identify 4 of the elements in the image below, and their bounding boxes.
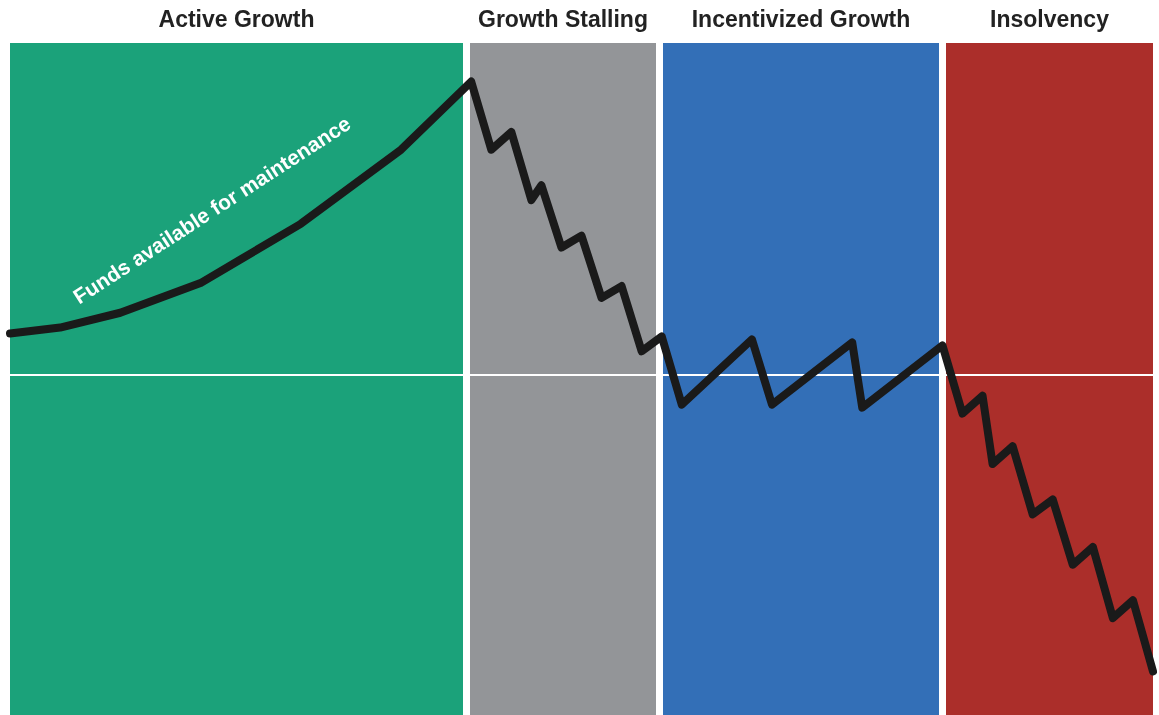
text: Active Growth xyxy=(158,6,315,32)
text: Incentivized Growth xyxy=(691,6,911,32)
text: Growth Stalling xyxy=(478,6,648,32)
text: Insolvency xyxy=(990,6,1109,32)
